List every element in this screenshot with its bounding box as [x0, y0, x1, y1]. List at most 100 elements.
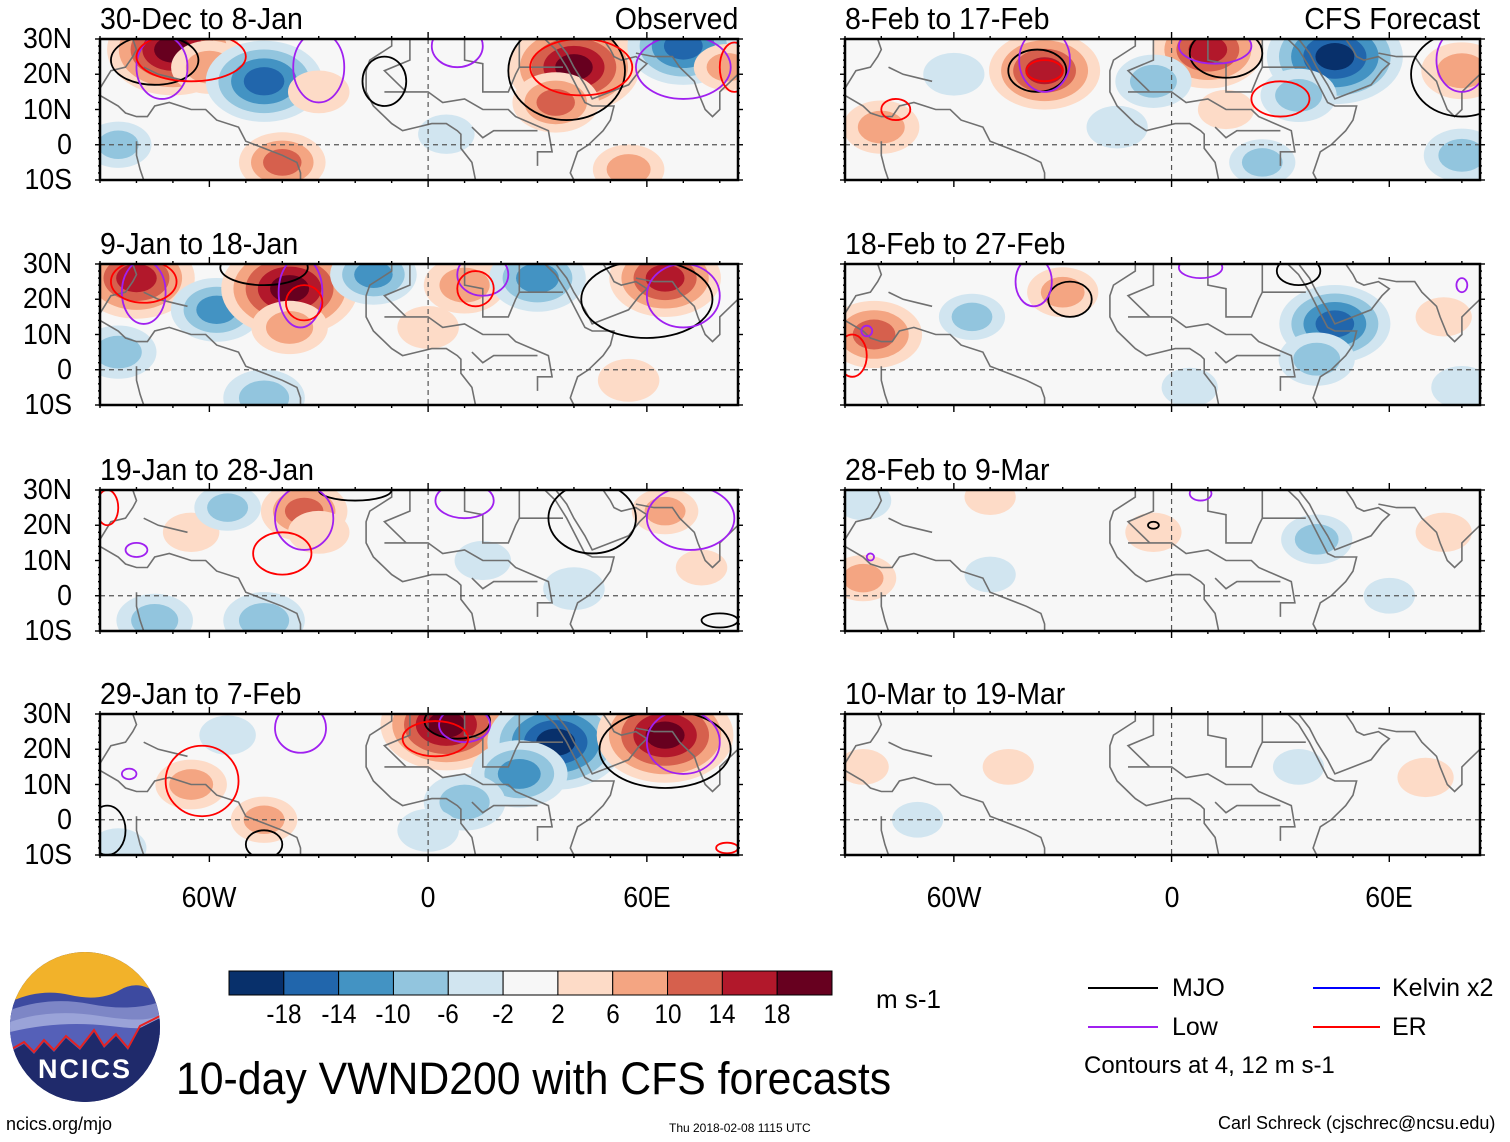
anomaly-level [964, 556, 1016, 593]
map-panel [840, 257, 1485, 412]
anomaly-blob [845, 100, 920, 154]
coastline [100, 319, 302, 405]
y-tick-label: 10N [23, 544, 72, 577]
contour-mjo [244, 829, 284, 855]
anomaly-level [238, 602, 290, 631]
contour-er [1250, 80, 1311, 118]
anomaly-blob [1086, 105, 1148, 149]
anomaly-level [645, 721, 685, 749]
coastline [463, 490, 521, 544]
anomaly-field [100, 264, 721, 405]
contour-er [401, 720, 470, 758]
coastline [1378, 277, 1480, 343]
x-tick-label: 60W [181, 882, 237, 914]
coastlines [100, 39, 738, 180]
axis-ticks [95, 32, 743, 187]
contour-low [438, 714, 491, 744]
colorbar-tick-label: -2 [492, 999, 514, 1029]
anomaly-level [845, 748, 889, 785]
contour-er [164, 744, 240, 818]
anomaly-blob [223, 592, 305, 631]
contour-er [252, 531, 313, 576]
contour-low [434, 490, 495, 520]
y-tick-label: 10S [24, 615, 73, 647]
contour-low [1177, 264, 1224, 279]
coastlines [845, 264, 1480, 405]
anomaly-blob [543, 567, 605, 611]
coastline [1297, 264, 1391, 325]
map-panel [840, 483, 1485, 638]
logo-text: NCICS [38, 1054, 132, 1084]
anomaly-level [1436, 53, 1480, 89]
coastline [1214, 801, 1281, 814]
wave-contours [880, 39, 1480, 121]
anomaly-level [354, 264, 393, 288]
anomaly-level [1129, 64, 1177, 98]
anomaly-blob [596, 714, 734, 783]
contour-low [1177, 39, 1253, 65]
colorbar-tick-label: 14 [708, 999, 736, 1029]
coastline [1297, 714, 1391, 775]
panel-title: 28-Feb to 9-Mar [845, 452, 1050, 487]
coastline [1207, 490, 1264, 544]
coastline [845, 714, 883, 764]
anomaly-level [243, 67, 285, 96]
author-credit: Carl Schreck (cjschrec@ncsu.edu) [1218, 1113, 1496, 1133]
anomaly-level [536, 89, 575, 116]
anomaly-blob [845, 554, 897, 602]
contour-mjo [507, 39, 626, 121]
coastline [1287, 264, 1358, 405]
contour-er [718, 41, 738, 93]
coastline [382, 714, 411, 768]
anomaly-level [675, 549, 728, 586]
anomaly-blob [1161, 367, 1218, 405]
x-tick-label: 0 [420, 882, 436, 914]
coastline [888, 66, 933, 83]
coastline [880, 141, 890, 180]
anomaly-blob [597, 358, 660, 402]
anomaly-level [706, 52, 738, 82]
coastline [1128, 542, 1296, 617]
legend-label-kelvin: Kelvin x2 [1392, 974, 1494, 1002]
anomaly-level [644, 496, 686, 526]
colorbar-tick-label: -10 [375, 999, 412, 1029]
colorbar-swatch [721, 970, 778, 996]
anomaly-blob [1415, 297, 1472, 337]
contour-er [135, 39, 247, 83]
coastline [555, 39, 649, 100]
axis-ticks [95, 707, 743, 862]
anomaly-blob [592, 144, 665, 180]
panel-title: 9-Jan to 18-Jan [100, 226, 299, 261]
coastline [1126, 39, 1155, 93]
wave-contours [100, 714, 738, 855]
panel-tag: CFS Forecast [1304, 1, 1480, 36]
colorbar-swatch [228, 970, 285, 996]
contour-low [645, 264, 721, 329]
coastline [845, 490, 883, 540]
wave-contours [110, 264, 721, 339]
coastline [100, 714, 138, 764]
legend-label-er: ER [1392, 1013, 1427, 1041]
contour-low [430, 39, 484, 69]
contour-low [120, 767, 138, 781]
anomaly-level [857, 110, 905, 144]
contour-low [1188, 490, 1213, 502]
x-tick-label: 60W [926, 882, 982, 914]
anomaly-level [1161, 367, 1218, 405]
anomaly-blob [251, 300, 328, 355]
contour-mjo [580, 264, 714, 339]
anomaly-blob [221, 264, 358, 337]
coastline [135, 816, 145, 855]
site-url-link[interactable]: ncics.org/mjo [6, 1114, 113, 1134]
anomaly-blob [223, 369, 305, 405]
anomaly-level [427, 714, 466, 738]
contour-mjo [361, 55, 408, 107]
map-panel [840, 707, 1485, 862]
coastline [1126, 490, 1155, 544]
y-tick-label: 20N [23, 58, 72, 91]
coastline [1214, 577, 1281, 590]
coastline [1207, 714, 1264, 768]
coastline [384, 316, 554, 391]
colorbar-tick-label: -6 [437, 999, 460, 1029]
anomaly-level [1025, 57, 1064, 85]
